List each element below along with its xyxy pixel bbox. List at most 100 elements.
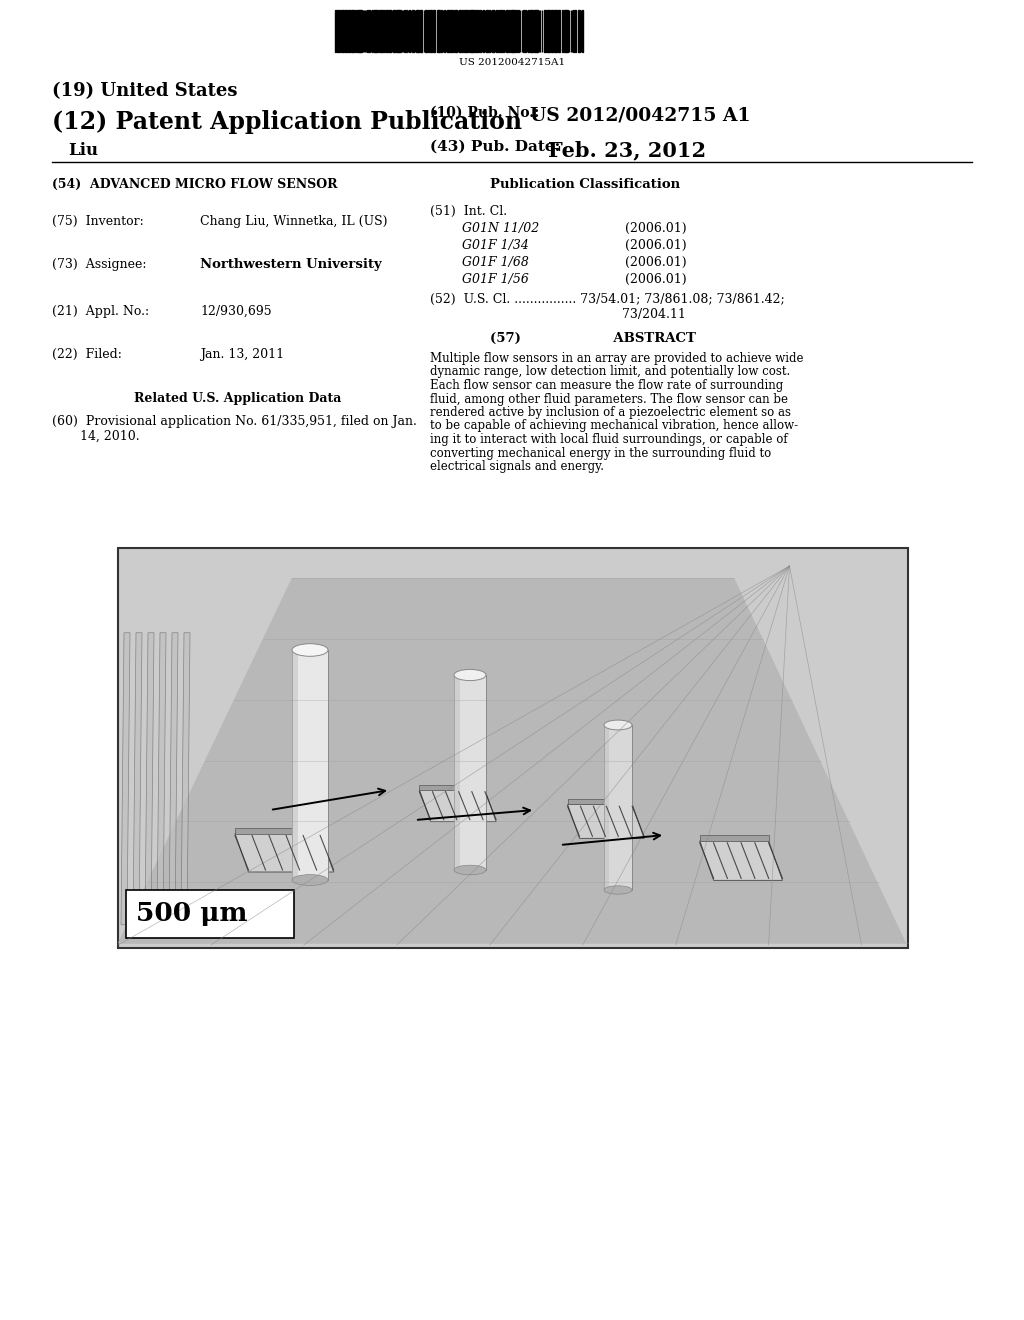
Text: electrical signals and energy.: electrical signals and energy. [430, 459, 604, 473]
Bar [574, 11, 575, 51]
Polygon shape [133, 632, 142, 925]
Polygon shape [169, 632, 178, 925]
Bar [393, 11, 395, 51]
Text: Northwestern University: Northwestern University [200, 257, 382, 271]
Text: Multiple flow sensors in an array are provided to achieve wide: Multiple flow sensors in an array are pr… [430, 352, 804, 366]
Bar [544, 11, 546, 51]
Polygon shape [420, 785, 485, 789]
Text: dynamic range, low detection limit, and potentially low cost.: dynamic range, low detection limit, and … [430, 366, 791, 379]
Bar [292, 649, 328, 880]
Bar [468, 11, 469, 51]
Bar [506, 11, 508, 51]
Text: (2006.01): (2006.01) [625, 273, 687, 286]
Text: (2006.01): (2006.01) [625, 256, 687, 269]
Text: G01F 1/34: G01F 1/34 [462, 239, 528, 252]
Text: (52)  U.S. Cl. ................ 73/54.01; 73/861.08; 73/861.42;: (52) U.S. Cl. ................ 73/54.01;… [430, 293, 784, 306]
Bar [554, 11, 555, 51]
Bar [485, 11, 487, 51]
Text: (2006.01): (2006.01) [625, 239, 687, 252]
Bar [558, 11, 560, 51]
Text: G01F 1/68: G01F 1/68 [462, 256, 528, 269]
Bar [450, 11, 452, 51]
Polygon shape [699, 841, 782, 880]
Bar [416, 11, 418, 51]
Text: G01N 11/02: G01N 11/02 [462, 222, 540, 235]
Polygon shape [234, 833, 334, 873]
Bar [547, 11, 549, 51]
Text: (22)  Filed:: (22) Filed: [52, 348, 122, 360]
Bar [429, 11, 431, 51]
Text: to be capable of achieving mechanical vibration, hence allow-: to be capable of achieving mechanical vi… [430, 420, 798, 433]
Bar [347, 11, 349, 51]
Text: Liu: Liu [68, 143, 98, 158]
Text: Chang Liu, Winnetka, IL (US): Chang Liu, Winnetka, IL (US) [200, 215, 387, 228]
Bar [433, 11, 435, 51]
Bar [464, 11, 467, 51]
Bar [399, 11, 400, 51]
Ellipse shape [454, 669, 486, 681]
Bar [126, 890, 294, 939]
Bar [292, 649, 298, 880]
Bar [403, 11, 406, 51]
Bar [566, 11, 568, 51]
Bar [604, 725, 609, 890]
Bar [496, 11, 497, 51]
Bar [479, 11, 481, 51]
Bar [472, 11, 473, 51]
Text: 12/930,695: 12/930,695 [200, 305, 271, 318]
Text: Feb. 23, 2012: Feb. 23, 2012 [548, 140, 707, 160]
Text: (19) United States: (19) United States [52, 82, 238, 100]
Polygon shape [567, 800, 632, 804]
Polygon shape [181, 632, 190, 925]
Bar [578, 11, 580, 51]
Text: Jan. 13, 2011: Jan. 13, 2011 [200, 348, 284, 360]
Bar [551, 11, 553, 51]
Text: ing it to interact with local fluid surroundings, or capable of: ing it to interact with local fluid surr… [430, 433, 787, 446]
Text: Publication Classification: Publication Classification [490, 178, 680, 191]
Text: Related U.S. Application Data: Related U.S. Application Data [134, 392, 341, 405]
Bar [454, 675, 486, 870]
Bar [340, 11, 341, 51]
Ellipse shape [454, 865, 486, 875]
Ellipse shape [292, 875, 328, 886]
Polygon shape [157, 632, 166, 925]
Polygon shape [699, 836, 769, 841]
Bar [118, 548, 908, 948]
Bar [380, 11, 382, 51]
Polygon shape [567, 804, 644, 838]
Bar [357, 11, 359, 51]
Text: (21)  Appl. No.:: (21) Appl. No.: [52, 305, 150, 318]
Text: Each flow sensor can measure the flow rate of surrounding: Each flow sensor can measure the flow ra… [430, 379, 783, 392]
Bar [529, 11, 531, 51]
Polygon shape [420, 789, 496, 821]
Text: G01F 1/56: G01F 1/56 [462, 273, 528, 286]
Bar [500, 11, 502, 51]
Bar [396, 11, 398, 51]
Text: rendered active by inclusion of a piezoelectric element so as: rendered active by inclusion of a piezoe… [430, 407, 791, 418]
Bar [454, 675, 460, 870]
Bar [564, 11, 565, 51]
Ellipse shape [604, 886, 632, 894]
Polygon shape [145, 632, 154, 925]
Bar [360, 11, 362, 51]
Text: fluid, among other fluid parameters. The flow sensor can be: fluid, among other fluid parameters. The… [430, 392, 788, 405]
Text: (43) Pub. Date:: (43) Pub. Date: [430, 140, 560, 154]
Text: (2006.01): (2006.01) [625, 222, 687, 235]
Text: (73)  Assignee:: (73) Assignee: [52, 257, 146, 271]
Text: (60)  Provisional application No. 61/335,951, filed on Jan.: (60) Provisional application No. 61/335,… [52, 414, 417, 428]
Text: (75)  Inventor:: (75) Inventor: [52, 215, 143, 228]
Text: (57)                    ABSTRACT: (57) ABSTRACT [490, 333, 696, 345]
Polygon shape [234, 828, 321, 833]
Text: converting mechanical energy in the surrounding fluid to: converting mechanical energy in the surr… [430, 446, 771, 459]
Bar [512, 11, 513, 51]
Text: US 2012/0042715 A1: US 2012/0042715 A1 [530, 106, 751, 124]
Text: 500 μm: 500 μm [136, 902, 248, 927]
Polygon shape [121, 632, 130, 925]
Polygon shape [118, 578, 906, 942]
Bar [337, 11, 339, 51]
Text: (10) Pub. No.:: (10) Pub. No.: [430, 106, 540, 120]
Text: (54)  ADVANCED MICRO FLOW SENSOR: (54) ADVANCED MICRO FLOW SENSOR [52, 178, 338, 191]
Bar [425, 11, 427, 51]
Bar [412, 11, 414, 51]
Text: (51)  Int. Cl.: (51) Int. Cl. [430, 205, 507, 218]
